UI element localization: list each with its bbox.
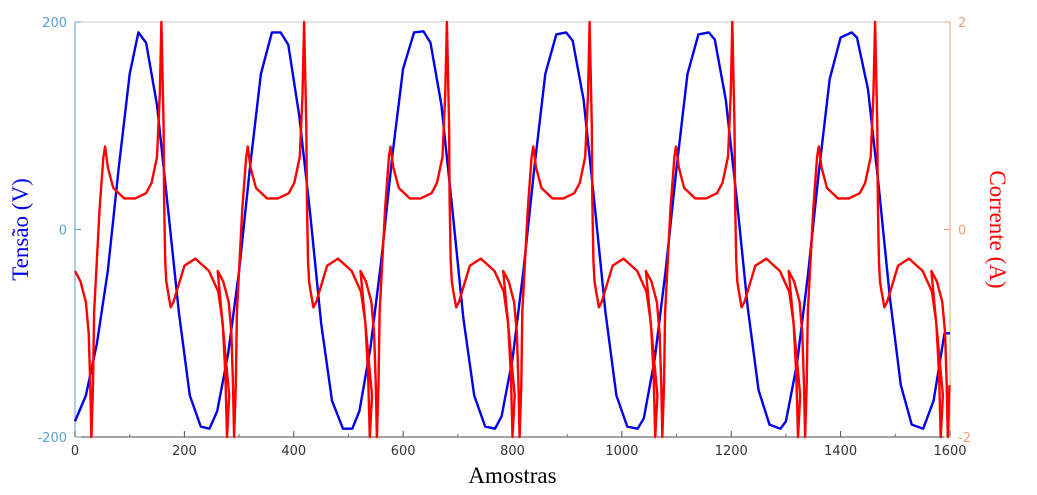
current-series-line: [73, 20, 951, 439]
left-y-tick-label: 200: [42, 16, 67, 31]
x-axis-ticks: 0 200 400 600 800 1000 1200 1400 1600: [71, 431, 967, 459]
right-y-axis-title: Corrente (A): [985, 170, 1010, 288]
left-y-axis-ticks: -200 0 200: [37, 16, 81, 446]
left-y-tick-label: -200: [37, 431, 67, 446]
x-tick-label: 1600: [933, 444, 966, 459]
series-layer: [73, 20, 951, 439]
left-y-axis-title: Tensão (V): [8, 178, 33, 281]
x-tick-label: 400: [281, 444, 306, 459]
x-axis-title: Amostras: [468, 463, 556, 488]
right-y-axis-ticks: -2 0 2: [944, 16, 971, 446]
right-y-tick-label: 2: [958, 16, 966, 31]
x-tick-label: 1400: [824, 444, 857, 459]
x-tick-label: 200: [172, 444, 197, 459]
x-tick-label: 1200: [715, 444, 748, 459]
left-y-tick-label: 0: [59, 224, 67, 239]
right-y-tick-label: -2: [958, 431, 971, 446]
right-y-tick-label: 0: [958, 224, 966, 239]
x-tick-label: 600: [391, 444, 416, 459]
x-tick-label: 800: [500, 444, 525, 459]
x-tick-label: 0: [71, 444, 79, 459]
x-tick-label: 1000: [605, 444, 638, 459]
